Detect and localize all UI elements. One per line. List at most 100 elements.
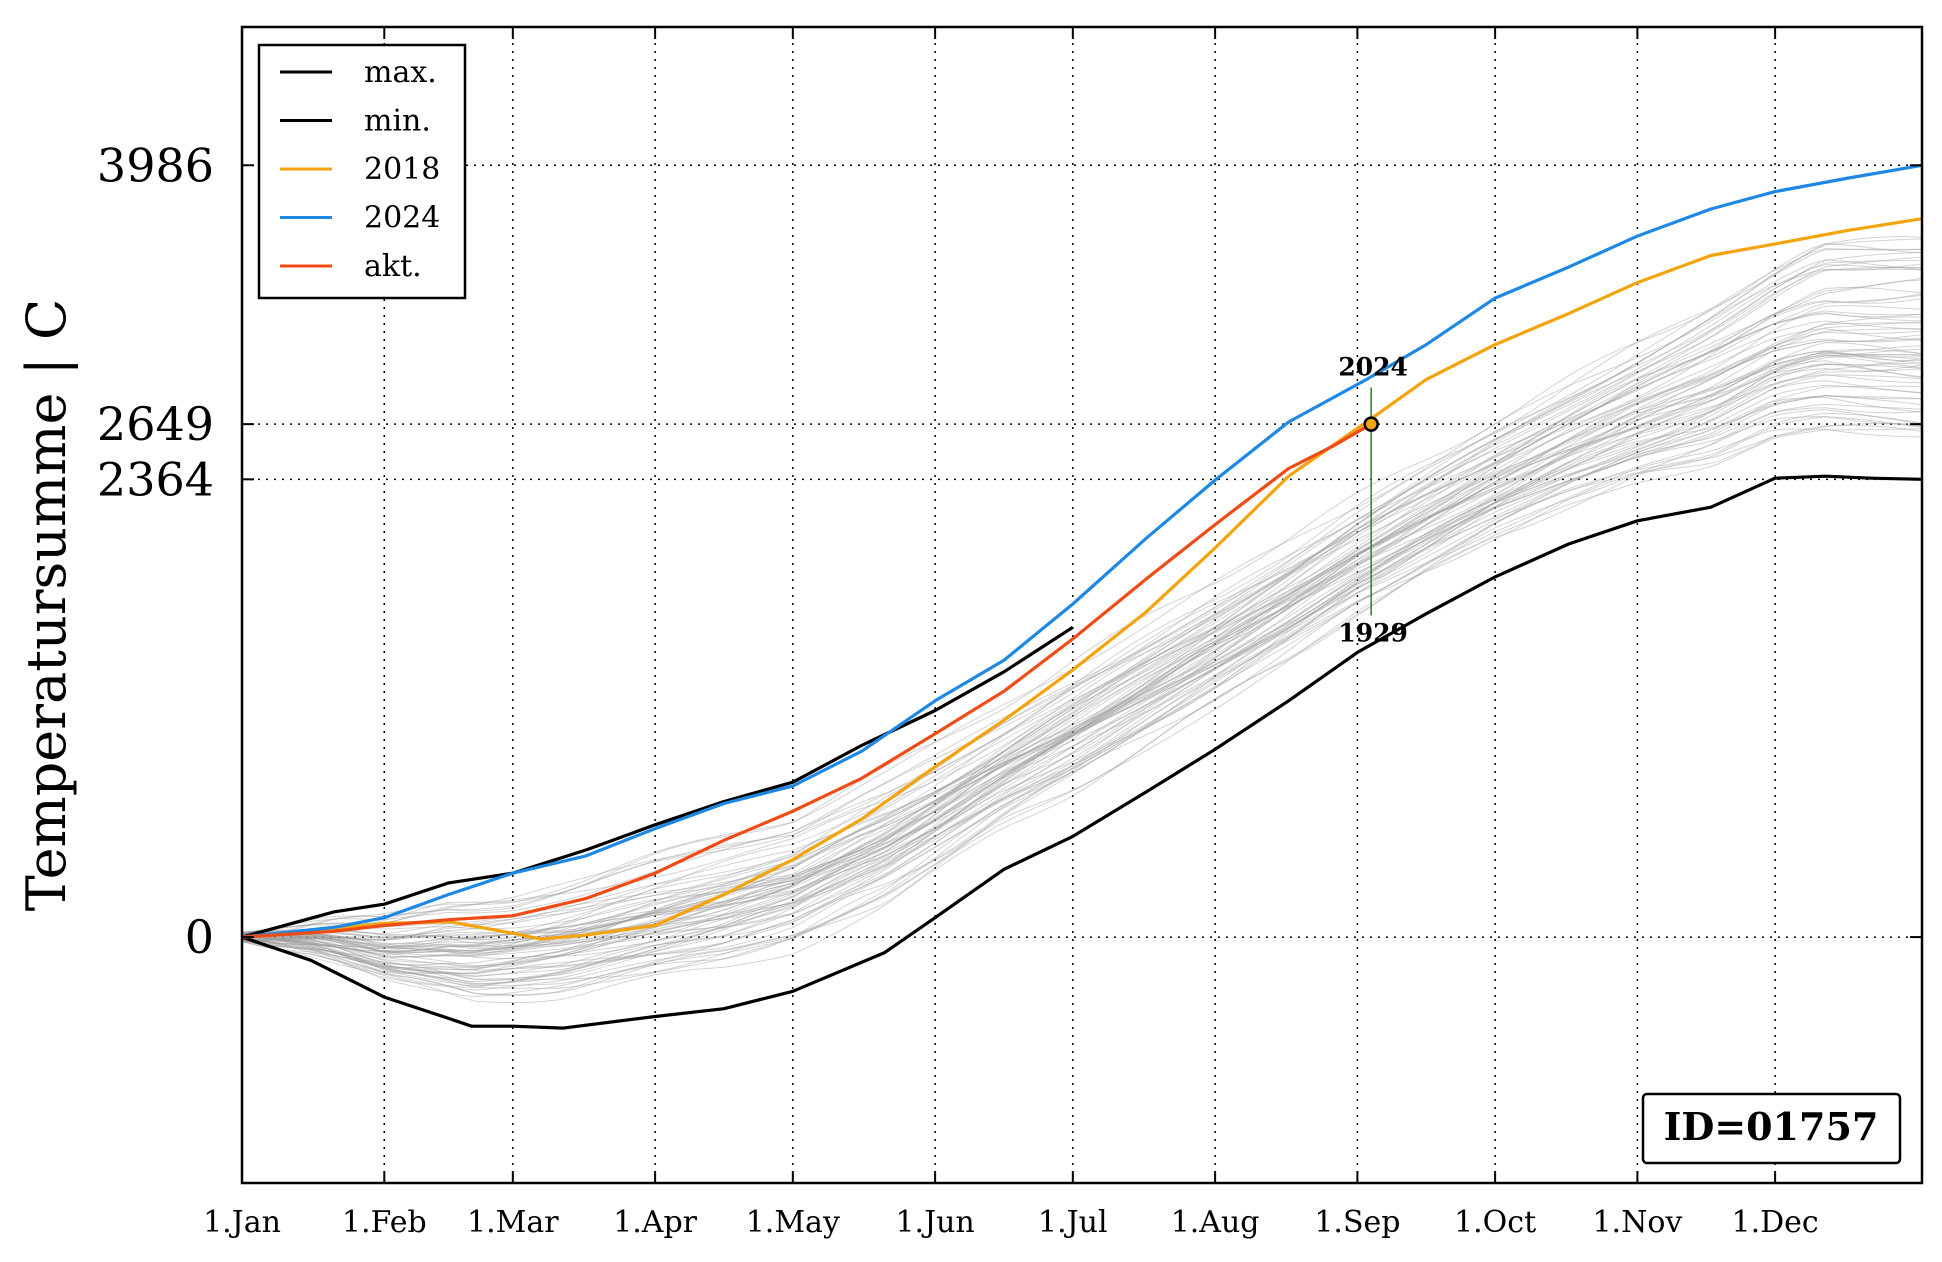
- y-tick-label: 2649: [97, 397, 214, 451]
- x-tick-label: 1.Mar: [467, 1205, 559, 1240]
- historical-year-line: [241, 294, 1923, 977]
- historical-year-line: [241, 313, 1923, 943]
- x-tick-label: 1.Nov: [1592, 1205, 1682, 1240]
- historical-year-line: [241, 363, 1923, 998]
- historical-year-line: [241, 316, 1923, 971]
- current-point-marker: [1363, 416, 1379, 432]
- historical-year-line: [241, 264, 1922, 949]
- x-tick-label: 1.Aug: [1171, 1205, 1260, 1240]
- current-marker: 2024 1929: [1338, 352, 1408, 647]
- historical-year-line: [241, 364, 1923, 997]
- legend-label: max.: [364, 55, 437, 90]
- x-tick-label: 1.Feb: [342, 1205, 427, 1240]
- historical-year-line: [241, 368, 1923, 978]
- x-tick-label: 1.Jan: [203, 1205, 281, 1240]
- y-tick-label: 2364: [97, 452, 214, 506]
- historical-year-line: [241, 305, 1923, 975]
- historical-year-line: [241, 349, 1923, 957]
- historical-year-line: [241, 358, 1923, 981]
- historical-year-line: [241, 238, 1923, 974]
- x-tick-label: 1.Oct: [1454, 1205, 1536, 1240]
- historical-year-line: [241, 312, 1923, 934]
- x-tick-label: 1.Dec: [1731, 1205, 1818, 1240]
- historical-year-line: [241, 352, 1923, 986]
- grid: [242, 27, 1922, 1183]
- historical-year-line: [241, 345, 1923, 955]
- legend-label: 2024: [364, 201, 440, 236]
- historical-year-line: [241, 279, 1923, 971]
- historical-year-line: [241, 321, 1923, 954]
- legend-items: max. min. 2018 2024 akt.: [280, 55, 440, 284]
- x-tick-label: 1.Apr: [613, 1205, 697, 1240]
- historical-year-line: [241, 360, 1923, 936]
- historical-year-line: [241, 268, 1923, 942]
- historical-year-line: [241, 374, 1923, 953]
- annotation-label: 2024: [1338, 352, 1408, 381]
- historical-year-line: [241, 416, 1923, 948]
- historical-year-line: [241, 428, 1923, 953]
- historical-year-line: [241, 374, 1923, 987]
- series-line-min: [241, 474, 1923, 1030]
- historical-year-line: [241, 252, 1923, 959]
- legend-label: min.: [364, 104, 431, 139]
- historical-year-line: [241, 328, 1923, 937]
- historical-year-line: [241, 310, 1923, 938]
- historical-year-line: [241, 266, 1923, 954]
- annotation-label: 1929: [1338, 618, 1408, 647]
- historical-year-line: [241, 248, 1923, 948]
- historical-year-line: [241, 337, 1923, 939]
- historical-year-line: [241, 256, 1923, 985]
- legend-label: 2018: [364, 152, 440, 187]
- historical-year-line: [241, 338, 1923, 941]
- y-tick-label: 3986: [97, 138, 214, 192]
- historical-year-line: [241, 248, 1923, 969]
- historical-year-line: [241, 428, 1923, 989]
- historical-year-line: [241, 384, 1923, 968]
- plot-frame: [240, 25, 1924, 1185]
- historical-year-line: [241, 259, 1923, 943]
- id-box: ID=01757: [1641, 1092, 1902, 1165]
- historical-year-line: [241, 350, 1923, 944]
- historical-year-line: [241, 260, 1922, 969]
- historical-year-line: [241, 396, 1923, 940]
- id-box-frame: [1641, 1092, 1902, 1165]
- historical-year-line: [241, 298, 1923, 952]
- y-axis-label: Temperatursumme | C: [15, 299, 78, 912]
- historical-year-line: [241, 394, 1923, 991]
- historical-year-line: [241, 409, 1923, 946]
- historical-year-line: [241, 385, 1923, 971]
- historical-year-line: [241, 263, 1923, 941]
- x-tick-label: 1.Sep: [1314, 1205, 1400, 1240]
- historical-year-line: [241, 342, 1923, 949]
- historical-year-line: [241, 424, 1923, 975]
- historical-year-line: [241, 363, 1923, 966]
- historical-year-line: [241, 349, 1923, 953]
- legend-box: [257, 43, 467, 300]
- y-tick-label: 0: [185, 910, 214, 964]
- historical-year-line: [241, 353, 1923, 996]
- historical-year-line: [241, 380, 1923, 955]
- historical-year-line: [241, 320, 1923, 936]
- x-tick-label: 1.May: [746, 1205, 840, 1240]
- series-line-max: [241, 625, 1074, 939]
- historical-year-line: [241, 293, 1923, 985]
- series-line-2024: [241, 163, 1923, 939]
- historical-year-line: [241, 407, 1923, 1004]
- x-tick-label: 1.Jul: [1038, 1205, 1108, 1240]
- legend-label: akt.: [364, 249, 422, 284]
- historical-year-line: [241, 403, 1923, 934]
- historical-year-line: [241, 355, 1923, 960]
- historical-year-line: [241, 354, 1923, 936]
- historical-year-line: [241, 416, 1923, 958]
- historical-year-line: [241, 286, 1923, 952]
- historical-lines: [241, 236, 1923, 1004]
- historical-year-line: [241, 322, 1923, 950]
- x-tick-label: 1.Jun: [895, 1205, 974, 1240]
- series-lines: [241, 163, 1923, 1030]
- historical-year-line: [241, 363, 1923, 952]
- historical-year-line: [241, 277, 1923, 980]
- legend: max. min. 2018 2024 akt.: [257, 43, 467, 300]
- historical-year-line: [241, 422, 1923, 988]
- x-axis-ticks: 1.Jan 1.Feb 1.Mar 1.Apr 1.May 1.Jun 1.Jul 1.Aug…: [203, 27, 1819, 1240]
